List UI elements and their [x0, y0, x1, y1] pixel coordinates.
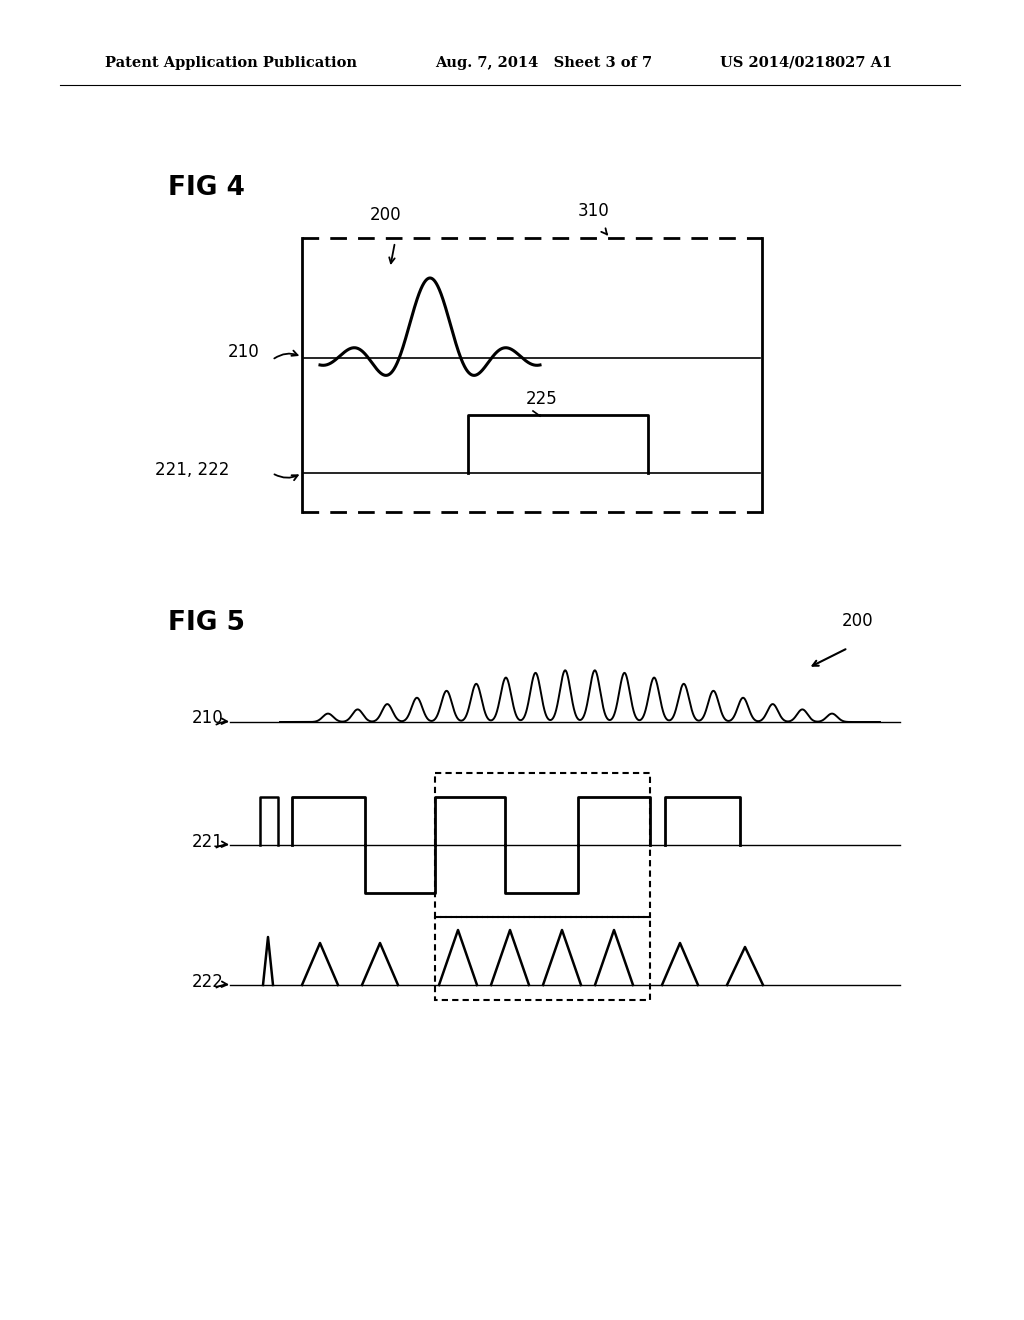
Text: Aug. 7, 2014   Sheet 3 of 7: Aug. 7, 2014 Sheet 3 of 7 — [435, 55, 652, 70]
Text: 221, 222: 221, 222 — [155, 461, 229, 479]
Bar — [435, 917, 650, 1001]
Text: 225: 225 — [526, 389, 558, 408]
Text: FIG 4: FIG 4 — [168, 176, 245, 201]
Text: 310: 310 — [578, 202, 609, 220]
Text: 200: 200 — [370, 206, 401, 224]
Text: 210: 210 — [193, 709, 224, 727]
Text: Patent Application Publication: Patent Application Publication — [105, 55, 357, 70]
Text: FIG 5: FIG 5 — [168, 610, 245, 636]
Bar — [435, 774, 650, 917]
Text: 222: 222 — [193, 973, 224, 991]
Text: 200: 200 — [842, 612, 873, 630]
Text: 221: 221 — [193, 833, 224, 851]
Text: 210: 210 — [228, 343, 260, 360]
Text: US 2014/0218027 A1: US 2014/0218027 A1 — [720, 55, 892, 70]
